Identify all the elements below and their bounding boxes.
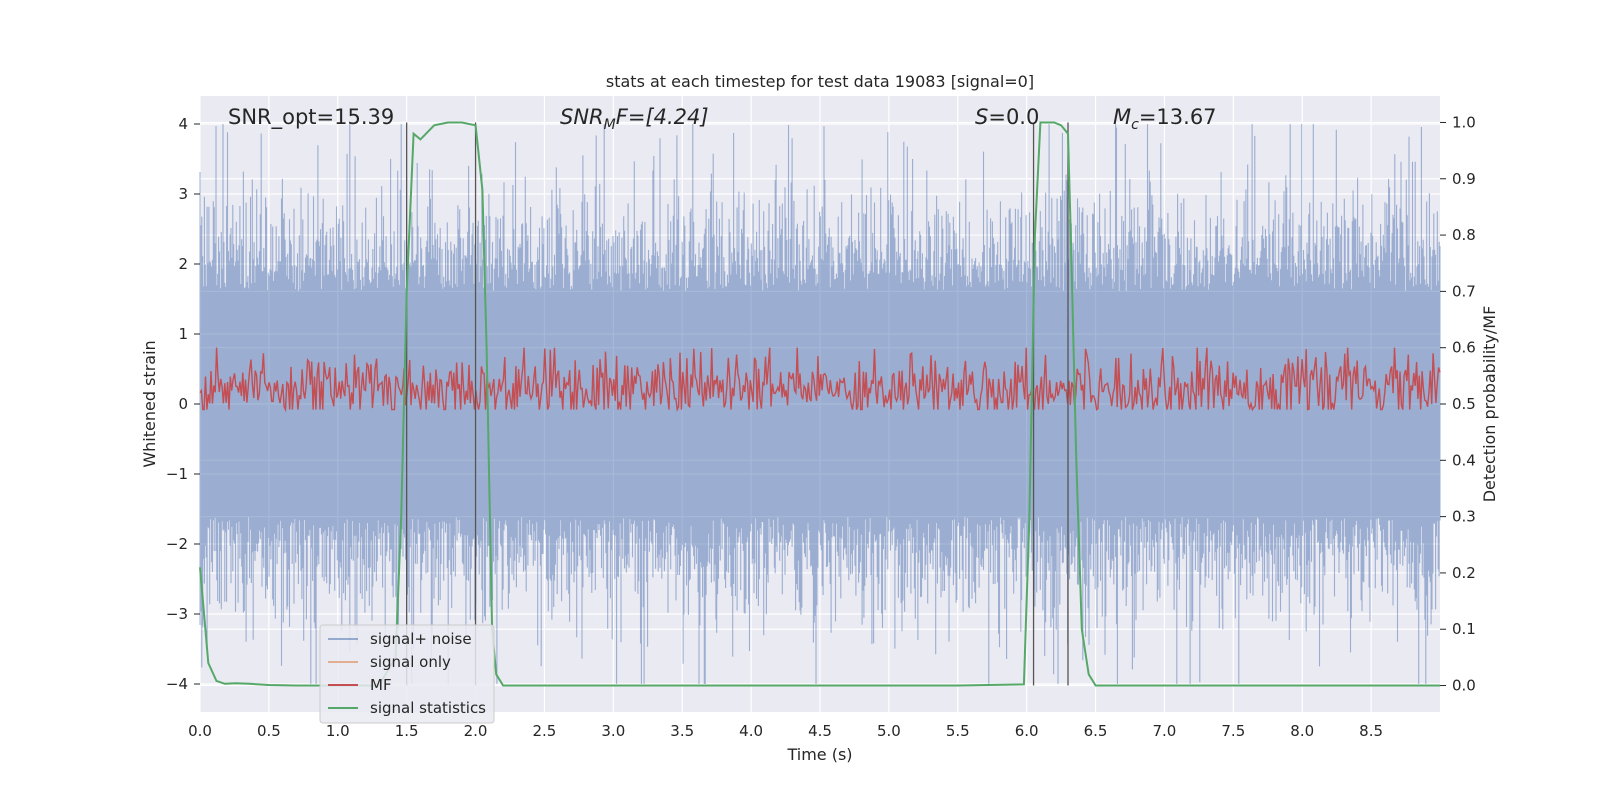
x-tick-label: 1.5 xyxy=(395,722,419,740)
legend-label-signal-only: signal only xyxy=(370,653,451,671)
y-axis-ticks: 4 3 2 1 0 −1 −2 −3 −4 xyxy=(166,115,200,693)
x-tick-label: 4.5 xyxy=(808,722,832,740)
y-tick-label: 0 xyxy=(178,395,188,413)
x-tick-label: 5.5 xyxy=(946,722,970,740)
y-tick-label: 4 xyxy=(178,115,188,133)
y-axis-right-ticks: 1.0 0.9 0.8 0.7 0.6 0.5 0.4 0.3 0.2 0.1 0.0 xyxy=(1440,113,1476,695)
y-right-tick-label: 0.0 xyxy=(1452,677,1476,695)
legend-label-signal-statistics: signal statistics xyxy=(370,699,486,717)
y-right-tick-label: 0.2 xyxy=(1452,564,1476,582)
legend-label-mf: MF xyxy=(370,676,392,694)
annotation-snr-opt: SNR_opt=15.39 xyxy=(228,105,394,130)
x-tick-label: 3.5 xyxy=(670,722,694,740)
annotation-snr-mf-tail: F=[4.24] xyxy=(616,105,709,129)
x-tick-label: 4.0 xyxy=(739,722,763,740)
annotation-s-val: =0.0 xyxy=(988,105,1039,129)
y-right-tick-label: 0.4 xyxy=(1452,451,1476,469)
legend-label-signal-noise: signal+ noise xyxy=(370,630,472,648)
y-right-tick-label: 0.1 xyxy=(1452,620,1476,638)
annotation-snr-mf-main: SNR xyxy=(560,105,604,129)
y-right-tick-label: 1.0 xyxy=(1452,113,1476,131)
x-tick-label: 8.5 xyxy=(1359,722,1383,740)
annotation-mc: Mc=13.67 xyxy=(1113,105,1217,133)
annotation-mc-sub: c xyxy=(1131,117,1139,133)
x-tick-label: 7.0 xyxy=(1153,722,1177,740)
y-tick-label: −1 xyxy=(166,465,188,483)
legend: signal+ noise signal only MF signal stat… xyxy=(319,624,495,724)
y-axis-label: Whitened strain xyxy=(140,340,159,467)
x-tick-label: 2.0 xyxy=(464,722,488,740)
x-tick-label: 5.0 xyxy=(877,722,901,740)
x-tick-label: 0.5 xyxy=(257,722,281,740)
vertical-markers xyxy=(406,122,1069,686)
x-tick-label: 6.5 xyxy=(1084,722,1108,740)
y-right-tick-label: 0.5 xyxy=(1452,395,1476,413)
y-right-tick-label: 0.6 xyxy=(1452,339,1476,357)
annotation-snr-mf: SNRMF=[4.24] xyxy=(560,105,709,133)
x-axis-label: Time (s) xyxy=(786,745,852,764)
y-tick-label: 2 xyxy=(178,255,188,273)
x-tick-label: 6.0 xyxy=(1015,722,1039,740)
y-right-tick-label: 0.7 xyxy=(1452,282,1476,300)
y-tick-label: −3 xyxy=(166,605,188,623)
y-right-tick-label: 0.8 xyxy=(1452,226,1476,244)
x-tick-label: 7.5 xyxy=(1221,722,1245,740)
annotation-s: S=0.0 xyxy=(975,105,1039,129)
y-right-tick-label: 0.3 xyxy=(1452,508,1476,526)
x-tick-label: 0.0 xyxy=(188,722,212,740)
x-tick-label: 8.0 xyxy=(1290,722,1314,740)
y-tick-label: 3 xyxy=(178,185,188,203)
y-tick-label: −2 xyxy=(166,535,188,553)
y-right-tick-label: 0.9 xyxy=(1452,170,1476,188)
series-signal-statistics xyxy=(199,121,1440,687)
annotation-snr-mf-sub: M xyxy=(604,117,616,133)
annotation-mc-var: M xyxy=(1113,105,1131,129)
annotation-mc-val: =13.67 xyxy=(1139,105,1217,129)
x-axis-ticks: 0.0 0.5 1.0 1.5 2.0 2.5 3.0 3.5 4.0 4.5 5.0 5.5 6.0 6… xyxy=(188,722,1383,740)
chart-title: stats at each timestep for test data 190… xyxy=(606,72,1034,91)
y-tick-label: 1 xyxy=(178,325,188,343)
annotation-s-var: S xyxy=(975,105,988,129)
legend-box xyxy=(319,624,495,724)
x-tick-label: 1.0 xyxy=(326,722,350,740)
series-signal-statistics-line xyxy=(199,121,1440,687)
x-tick-label: 2.5 xyxy=(533,722,557,740)
y-tick-label: −4 xyxy=(166,675,188,693)
x-tick-label: 3.0 xyxy=(601,722,625,740)
y-axis-right-label: Detection probability/MF xyxy=(1480,306,1499,503)
